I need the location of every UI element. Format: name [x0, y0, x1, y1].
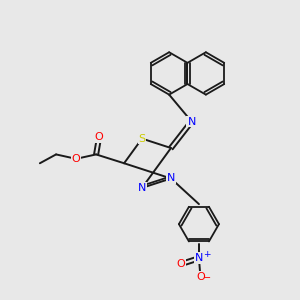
Text: O: O — [196, 272, 205, 281]
Text: O: O — [72, 154, 80, 164]
Text: O: O — [95, 132, 103, 142]
Text: O: O — [176, 259, 185, 269]
Text: N: N — [138, 183, 146, 193]
Text: S: S — [138, 134, 146, 144]
Text: −: − — [203, 273, 211, 283]
Text: +: + — [203, 250, 210, 259]
Text: N: N — [188, 116, 196, 127]
Text: N: N — [167, 173, 175, 184]
Text: N: N — [195, 253, 203, 263]
